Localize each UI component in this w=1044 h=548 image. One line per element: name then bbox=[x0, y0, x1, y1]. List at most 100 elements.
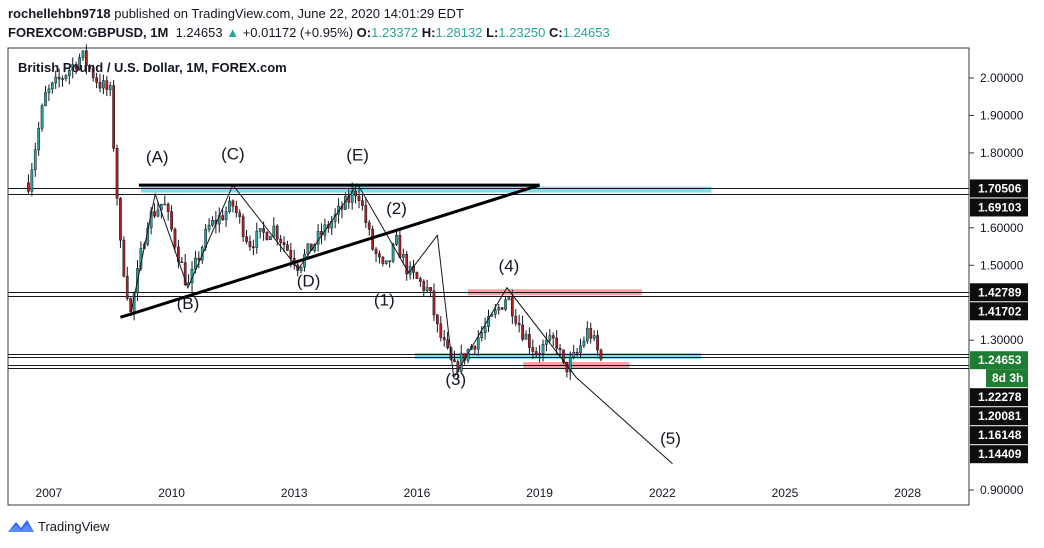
candle-body-54 bbox=[211, 220, 214, 226]
candle-body-137 bbox=[493, 309, 497, 315]
y-tick-label-2: 1.80000 bbox=[980, 146, 1024, 160]
open-value: 1.23372 bbox=[371, 25, 419, 40]
wave-label-6: (1) bbox=[374, 291, 395, 310]
candle-body-156 bbox=[558, 348, 562, 351]
wave-label-4: (E) bbox=[346, 145, 369, 164]
candle-body-57 bbox=[221, 215, 225, 221]
price-label-4: 1.24653 bbox=[978, 353, 1022, 367]
low-label: L: bbox=[486, 25, 499, 40]
candle-body-104 bbox=[381, 256, 385, 264]
candle-body-133 bbox=[480, 332, 484, 338]
brand-logo[interactable]: TradingView bbox=[8, 518, 110, 534]
time-axis: 2007 2010 2013 2016 2019 2022 2025 2028 bbox=[36, 486, 922, 500]
candle-body-102 bbox=[374, 248, 378, 255]
candle-body-97 bbox=[357, 195, 361, 201]
y-tick-label-3: 1.60000 bbox=[980, 221, 1024, 235]
candle-body-6 bbox=[47, 88, 51, 93]
candle-body-119 bbox=[432, 290, 436, 316]
trendline-1[interactable] bbox=[120, 183, 541, 319]
tradingview-logo-icon bbox=[8, 520, 34, 532]
brand-name: TradingView bbox=[38, 518, 110, 534]
candle-body-152 bbox=[545, 339, 548, 345]
candle-body-160 bbox=[572, 352, 576, 358]
price-label-3: 1.41702 bbox=[978, 304, 1022, 318]
candle-body-27 bbox=[119, 197, 122, 241]
candle-body-37 bbox=[153, 211, 156, 217]
x-tick-label-1: 2010 bbox=[158, 486, 185, 500]
price-label-box-0 bbox=[970, 179, 1028, 198]
candle-body-73 bbox=[275, 225, 279, 240]
candle-body-1 bbox=[30, 169, 34, 192]
last-price: 1.24653 bbox=[175, 25, 223, 40]
price-label-box-4 bbox=[970, 351, 1028, 370]
price-label-1: 1.69103 bbox=[978, 200, 1022, 214]
candle-body-9 bbox=[57, 76, 61, 80]
candle-body-157 bbox=[562, 349, 565, 363]
candle-body-68 bbox=[258, 228, 262, 232]
price-axis[interactable]: 2.00000 1.90000 1.80000 1.60000 1.50000 1.300… bbox=[969, 71, 1028, 497]
candle-body-45 bbox=[180, 261, 184, 264]
candle-body-99 bbox=[364, 205, 368, 223]
candle-body-25 bbox=[112, 85, 115, 149]
candle-body-53 bbox=[207, 224, 211, 230]
candle-body-142 bbox=[510, 297, 514, 317]
price-label-8: 1.14409 bbox=[978, 447, 1022, 461]
price-label-6: 1.20081 bbox=[978, 409, 1022, 423]
zone-2 bbox=[414, 352, 702, 359]
candle-body-114 bbox=[415, 272, 419, 279]
candle-body-108 bbox=[395, 234, 398, 245]
candle-body-2 bbox=[33, 149, 37, 171]
candle-body-154 bbox=[551, 335, 555, 339]
chart-title: British Pound / U.S. Dollar, 1M, FOREX.c… bbox=[18, 60, 287, 75]
price-label-box-5 bbox=[970, 388, 1028, 407]
high-label: H: bbox=[421, 25, 436, 40]
candle-body-138 bbox=[497, 307, 501, 311]
price-label-box-8 bbox=[970, 445, 1028, 464]
candle-body-46 bbox=[183, 262, 187, 285]
candle-body-146 bbox=[524, 334, 528, 340]
candle-body-109 bbox=[398, 234, 402, 258]
candle-body-4 bbox=[40, 105, 44, 129]
candle-body-10 bbox=[61, 78, 64, 80]
candle-body-22 bbox=[102, 80, 105, 89]
candle-body-20 bbox=[95, 77, 98, 83]
zone-0 bbox=[140, 186, 712, 193]
candle-body-125 bbox=[453, 359, 456, 362]
publish-line: rochellehbn9718 published on TradingView… bbox=[8, 6, 464, 21]
candle-body-7 bbox=[50, 82, 54, 90]
candle-body-42 bbox=[170, 211, 173, 230]
candle-body-8 bbox=[54, 76, 58, 84]
price-label-2: 1.42789 bbox=[978, 285, 1022, 299]
symbol-line: FOREXCOM:GBPUSD, 1M 1.24653 ▲ +0.01172 (… bbox=[8, 25, 610, 40]
candle-body-162 bbox=[579, 345, 582, 353]
candle-body-141 bbox=[507, 297, 511, 301]
candle-body-159 bbox=[568, 357, 572, 373]
candle-body-148 bbox=[531, 347, 535, 352]
countdown-label: 8d 3h bbox=[992, 371, 1023, 385]
x-tick-label-2: 2013 bbox=[281, 486, 308, 500]
change-arrow-icon: ▲ bbox=[226, 25, 240, 40]
candle-body-16 bbox=[81, 50, 85, 58]
candle-body-161 bbox=[575, 352, 579, 354]
candle-body-3 bbox=[37, 128, 41, 151]
candle-body-77 bbox=[289, 250, 293, 259]
wave-label-5: (2) bbox=[386, 199, 407, 218]
x-tick-label-4: 2019 bbox=[526, 486, 553, 500]
candle-body-122 bbox=[442, 337, 446, 341]
candle-body-163 bbox=[582, 340, 586, 347]
candle-body-15 bbox=[78, 57, 81, 70]
candle-body-13 bbox=[71, 64, 75, 71]
candle-body-168 bbox=[599, 349, 603, 360]
publish-info: published on TradingView.com, June 22, 2… bbox=[114, 6, 464, 21]
open-label: O: bbox=[356, 25, 372, 40]
candle-body-14 bbox=[74, 64, 78, 70]
candle-body-151 bbox=[541, 344, 545, 354]
candle-body-72 bbox=[272, 225, 276, 237]
candle-body-40 bbox=[163, 203, 167, 206]
close-value: 1.24653 bbox=[562, 25, 610, 40]
candle-body-153 bbox=[548, 335, 552, 341]
candle-body-149 bbox=[534, 351, 538, 355]
candle-body-50 bbox=[197, 257, 201, 261]
candle-body-38 bbox=[156, 209, 160, 217]
